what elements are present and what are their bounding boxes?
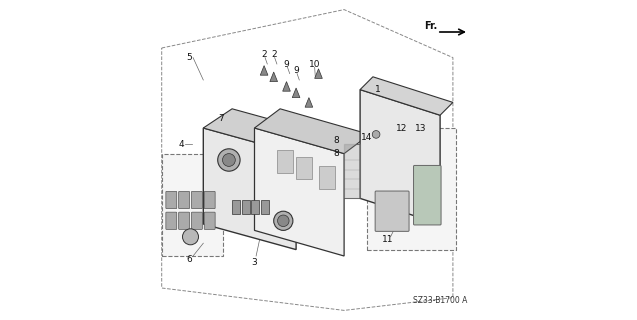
FancyBboxPatch shape — [413, 165, 441, 225]
Text: 14: 14 — [361, 133, 372, 142]
Text: 2: 2 — [261, 50, 267, 59]
Polygon shape — [261, 66, 268, 75]
Bar — [277, 150, 293, 173]
Polygon shape — [360, 77, 453, 115]
Polygon shape — [270, 72, 278, 82]
Polygon shape — [292, 88, 300, 98]
Text: SZ33-B1700 A: SZ33-B1700 A — [413, 296, 468, 305]
Bar — [241, 200, 250, 214]
Text: 12: 12 — [396, 124, 408, 132]
Circle shape — [278, 215, 289, 227]
Polygon shape — [315, 69, 322, 78]
Text: 2: 2 — [271, 50, 276, 59]
Bar — [261, 200, 269, 214]
Polygon shape — [305, 98, 313, 107]
FancyBboxPatch shape — [178, 212, 190, 229]
Polygon shape — [255, 128, 344, 256]
Circle shape — [274, 211, 293, 230]
Circle shape — [218, 149, 240, 171]
FancyBboxPatch shape — [192, 191, 203, 209]
FancyBboxPatch shape — [204, 212, 215, 229]
Text: 1: 1 — [375, 85, 380, 94]
Polygon shape — [255, 109, 369, 154]
Text: 11: 11 — [382, 236, 393, 244]
Circle shape — [372, 131, 380, 138]
Text: 4: 4 — [178, 140, 183, 148]
Text: 9: 9 — [293, 66, 299, 75]
Text: Fr.: Fr. — [424, 20, 437, 31]
Polygon shape — [283, 82, 290, 91]
Text: 10: 10 — [309, 60, 320, 68]
Bar — [252, 200, 259, 214]
FancyBboxPatch shape — [178, 191, 190, 209]
FancyBboxPatch shape — [366, 128, 456, 250]
FancyBboxPatch shape — [162, 154, 222, 256]
FancyBboxPatch shape — [166, 212, 176, 229]
Circle shape — [182, 229, 199, 245]
Polygon shape — [203, 109, 325, 154]
Text: 6: 6 — [186, 255, 192, 264]
Polygon shape — [203, 128, 296, 250]
Text: 3: 3 — [252, 258, 257, 267]
Text: 5: 5 — [186, 53, 192, 62]
FancyBboxPatch shape — [204, 191, 215, 209]
FancyBboxPatch shape — [166, 191, 176, 209]
FancyBboxPatch shape — [375, 191, 409, 231]
Circle shape — [222, 154, 235, 166]
Text: 7: 7 — [218, 114, 224, 123]
Bar — [232, 200, 240, 214]
Text: 8: 8 — [333, 149, 339, 158]
Text: 9: 9 — [283, 60, 289, 68]
Bar — [318, 166, 334, 189]
Text: 13: 13 — [415, 124, 427, 132]
Text: 8: 8 — [333, 136, 339, 145]
Bar — [296, 157, 312, 179]
Polygon shape — [360, 90, 440, 224]
FancyBboxPatch shape — [192, 212, 203, 229]
